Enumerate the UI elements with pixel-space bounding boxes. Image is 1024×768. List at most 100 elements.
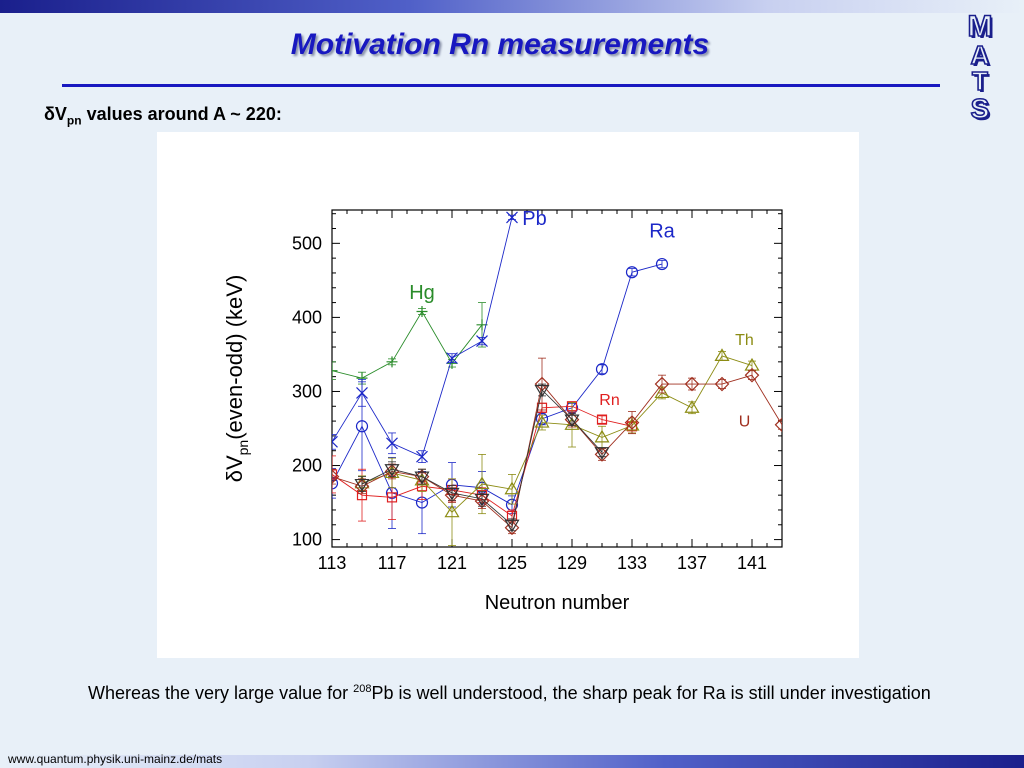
- data-point: [332, 435, 338, 448]
- x-axis-label: Neutron number: [485, 592, 630, 614]
- logo-letter-shadow: S: [973, 95, 992, 126]
- series-annotation-pb: Pb: [522, 208, 546, 230]
- logo-letter: S: [971, 93, 990, 124]
- data-point: [504, 481, 520, 495]
- data-point: [386, 437, 398, 450]
- data-point: [332, 365, 338, 377]
- data-point: [744, 357, 760, 371]
- caption-before: Whereas the very large value for: [88, 683, 354, 703]
- data-point: [744, 367, 760, 383]
- data-point: [504, 519, 520, 533]
- y-axis-label: δVpn(even-odd) (keV): [222, 275, 251, 483]
- series-annotation-ra: Ra: [649, 220, 675, 242]
- logo-letter-shadow: M: [970, 14, 995, 45]
- plot-area: [332, 211, 782, 546]
- series-line: [332, 310, 483, 379]
- data-point: [684, 400, 700, 413]
- series-unlabeled: [354, 383, 610, 533]
- caption-after: Pb is well understood, the sharp peak fo…: [371, 683, 931, 703]
- x-tick-label: 113: [318, 553, 347, 573]
- data-point: [595, 363, 609, 376]
- data-point: [564, 414, 580, 428]
- slide-subtitle: δVpn values around A ~ 220:: [44, 104, 282, 128]
- data-point: [534, 414, 550, 428]
- slide-title: Motivation Rn measurements: [290, 28, 710, 61]
- x-tick-label: 129: [557, 553, 587, 573]
- data-point: [655, 257, 669, 271]
- data-point: [714, 348, 730, 362]
- logo-letter-shadow: T: [974, 68, 990, 98]
- series-line: [332, 263, 663, 506]
- logo-letter: A: [971, 40, 990, 70]
- title-underline: [62, 84, 940, 87]
- data-point: [506, 211, 518, 224]
- series-annotation-th: Th: [735, 332, 754, 349]
- data-point: [416, 305, 428, 317]
- plot-frame: [331, 209, 783, 548]
- data-point: [714, 376, 730, 392]
- caption-text: Whereas the very large value for 208Pb i…: [88, 676, 948, 706]
- data-point: [474, 476, 490, 490]
- y-axis-label-prefix: δV: [222, 455, 247, 482]
- subtitle-suffix: values around A ~ 220:: [81, 104, 282, 124]
- series-th: [354, 348, 760, 546]
- data-point: [625, 266, 639, 279]
- data-point: [444, 504, 460, 518]
- bottom-gradient-bar: [0, 755, 1024, 768]
- data-point: [355, 420, 369, 433]
- caption-superscript: 208: [353, 683, 372, 695]
- data-point: [774, 417, 782, 433]
- data-point: [476, 335, 488, 348]
- x-tick-label: 141: [737, 553, 767, 573]
- data-point: [654, 385, 670, 399]
- series-line: [361, 355, 753, 513]
- y-axis-label-sub: pn: [235, 440, 251, 456]
- series-hg: [332, 302, 488, 385]
- data-point: [386, 356, 398, 368]
- data-point: [384, 464, 400, 477]
- y-tick-label: 300: [292, 381, 322, 401]
- subtitle-subscript: pn: [66, 113, 82, 128]
- series-annotation-rn: Rn: [599, 392, 619, 409]
- data-point: [474, 493, 490, 507]
- data-point: [596, 414, 608, 425]
- data-point: [386, 492, 398, 503]
- x-tick-label: 125: [497, 553, 527, 573]
- logo-letter-shadow: A: [973, 42, 992, 72]
- chart: 113 117 121 125 129 133 137 141 100 200 300 400 500 N…: [222, 208, 783, 614]
- series-pb: [332, 211, 518, 463]
- series-line: [332, 374, 782, 529]
- data-point: [414, 471, 430, 485]
- logo-letter: T: [972, 66, 988, 96]
- series-annotation-u: U: [739, 413, 751, 430]
- data-point: [332, 477, 339, 490]
- data-point: [594, 429, 610, 443]
- subtitle-prefix: δV: [44, 104, 67, 124]
- x-tick-label: 117: [378, 553, 407, 573]
- footer-url[interactable]: www.quantum.physik.uni-mainz.de/mats: [8, 752, 223, 766]
- data-point: [416, 450, 428, 463]
- data-point: [624, 415, 640, 430]
- data-point: [354, 478, 370, 492]
- data-point: [684, 376, 700, 392]
- top-gradient-bar: [0, 0, 1024, 13]
- data-point: [504, 520, 520, 536]
- y-tick-label: 200: [292, 456, 322, 476]
- y-tick-label: 100: [292, 530, 322, 550]
- data-point: [446, 352, 458, 365]
- y-tick-label: 400: [292, 307, 322, 327]
- y-tick-label: 500: [292, 233, 322, 253]
- y-axis-label-suffix: (even-odd) (keV): [222, 275, 247, 440]
- plot-panel: 113 117 121 125 129 133 137 141 100 200 300 400 500 N…: [157, 132, 859, 658]
- x-tick-label: 137: [677, 553, 707, 573]
- data-point: [594, 447, 610, 460]
- series-annotation-hg: Hg: [409, 282, 435, 304]
- data-point: [534, 384, 550, 398]
- data-point: [332, 469, 340, 484]
- data-point: [654, 376, 670, 392]
- x-tick-label: 121: [437, 553, 467, 573]
- data-point: [444, 487, 460, 501]
- x-tick-label: 133: [617, 553, 647, 573]
- logo-letter: M: [968, 14, 993, 43]
